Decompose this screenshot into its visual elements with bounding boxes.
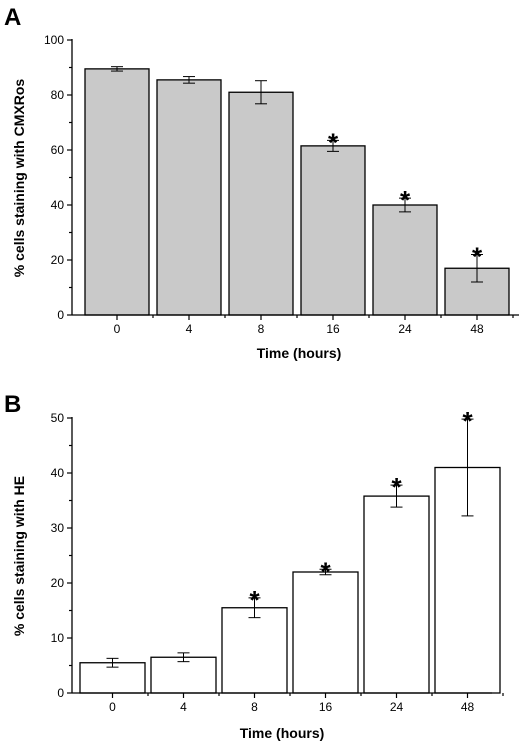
panel-b-errorbar-48 [461,418,474,517]
panel-b-significance-star-48: * [462,406,473,436]
panel-a-ytick-label-40: 40 [51,198,65,212]
panel-b-chart: B % cells staining with HE Time (hours) … [4,391,504,741]
panel-a-xtick-label-0: 0 [114,322,121,336]
panel-b-bar-8 [221,607,288,694]
panel-b-ytick-label-50: 50 [51,411,65,425]
panel-b-xtick-label-8: 8 [251,700,258,714]
panel-b-xtick-label-16: 16 [319,700,333,714]
panel-b-ytick-label-20: 20 [51,576,65,590]
panel-a-letter: A [4,4,21,31]
panel-a-ytick-label-100: 100 [44,33,64,47]
panel-a-chart: A % cells staining with CMXRos Time (hou… [4,4,519,361]
panel-b-bar-24 [363,495,430,694]
panel-b-ytick-label-0: 0 [57,686,64,700]
panel-b-errorbar-24 [390,484,403,508]
panel-a-xtick-label-24: 24 [398,322,412,336]
panel-b-errorbar-4 [177,652,190,663]
panel-b-ytick-label-30: 30 [51,521,65,535]
panel-b-letter: B [4,391,21,418]
panel-a-xlabel: Time (hours) [257,345,342,361]
panel-a-bar-8 [228,91,294,316]
panel-b-xlabel: Time (hours) [240,725,325,741]
panel-a-errorbar-4 [183,76,195,84]
panel-a-errorbar-16 [327,139,339,152]
panel-b-ytick-label-40: 40 [51,466,65,480]
panel-a-ylabel: % cells staining with CMXRos [11,79,27,278]
panel-b-xtick-label-48: 48 [461,700,475,714]
panel-a-ytick-label-80: 80 [51,88,65,102]
panel-a-significance-star-48: * [472,242,483,272]
panel-a-bar-16 [300,145,366,316]
panel-a-bar-24 [372,204,438,316]
panel-a-errorbar-0 [111,66,123,72]
panel-a-ytick-label-60: 60 [51,143,65,157]
panel-a-errorbar-24 [399,197,411,213]
panel-a-ytick-label-0: 0 [57,308,64,322]
panel-b-significance-star-24: * [391,472,402,502]
panel-a-errorbar-48 [471,254,483,283]
panel-a-xtick-label-16: 16 [326,322,340,336]
panel-a-significance-star-24: * [400,185,411,215]
panel-a-bar-0 [84,68,150,316]
panel-b-xtick-label-0: 0 [109,700,116,714]
panel-b-bar-16 [292,571,359,694]
panel-a-xtick-label-4: 4 [186,322,193,336]
panel-b-bar-4 [150,656,217,694]
panel-a-significance-star-16: * [328,127,339,157]
panel-b-bar-0 [79,662,146,694]
panel-b-errorbar-0 [106,657,119,668]
panel-b-significance-star-16: * [320,556,331,586]
panel-a-ytick-label-20: 20 [51,253,65,267]
panel-a-bar-4 [156,79,222,316]
panel-b-significance-star-8: * [249,585,260,615]
panel-b-ylabel: % cells staining with HE [11,476,27,636]
panel-b-errorbar-16 [319,568,332,576]
panel-b-ytick-label-10: 10 [51,631,65,645]
panel-b-errorbar-8 [248,597,261,619]
panel-b-xtick-label-24: 24 [390,700,404,714]
panel-a-xtick-label-8: 8 [258,322,265,336]
panel-a-errorbar-8 [255,80,267,105]
panel-a-xtick-label-48: 48 [470,322,484,336]
panel-b-xtick-label-4: 4 [180,700,187,714]
